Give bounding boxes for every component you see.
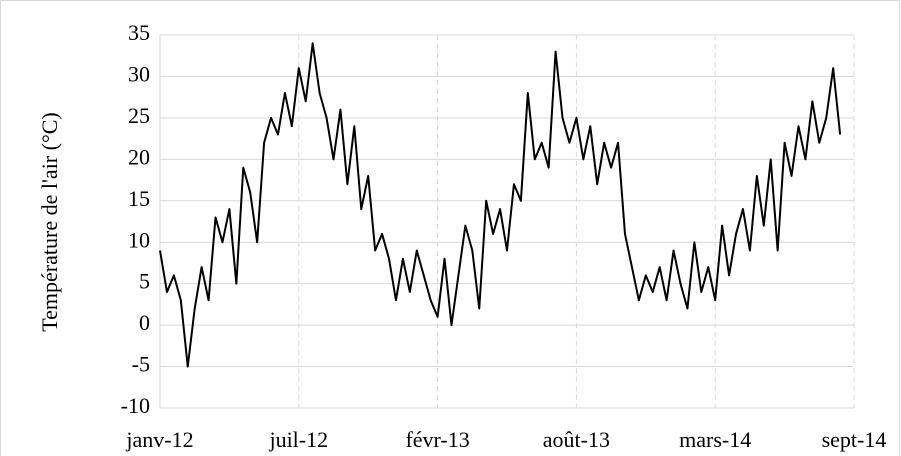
- y-tick-label: 0: [139, 310, 150, 335]
- y-tick-label: 30: [128, 61, 150, 86]
- x-tick-label: févr-13: [405, 427, 469, 452]
- y-tick-label: -10: [121, 393, 150, 418]
- y-tick-label: 10: [128, 227, 150, 252]
- x-tick-label: juil-12: [268, 427, 328, 452]
- y-tick-label: 25: [128, 103, 150, 128]
- y-tick-label: 35: [128, 20, 150, 45]
- x-tick-label: mars-14: [679, 427, 751, 452]
- y-tick-label: -5: [132, 352, 150, 377]
- temperature-line: [159, 42, 842, 368]
- y-axis-title: Température de l'air (°C): [37, 112, 62, 332]
- y-tick-label: 5: [139, 269, 150, 294]
- x-tick-label: sept-14: [822, 427, 887, 452]
- x-tick-label: août-13: [543, 427, 610, 452]
- x-tick-label: janv-12: [125, 427, 193, 452]
- y-tick-label: 20: [128, 144, 150, 169]
- y-tick-label: 15: [128, 186, 150, 211]
